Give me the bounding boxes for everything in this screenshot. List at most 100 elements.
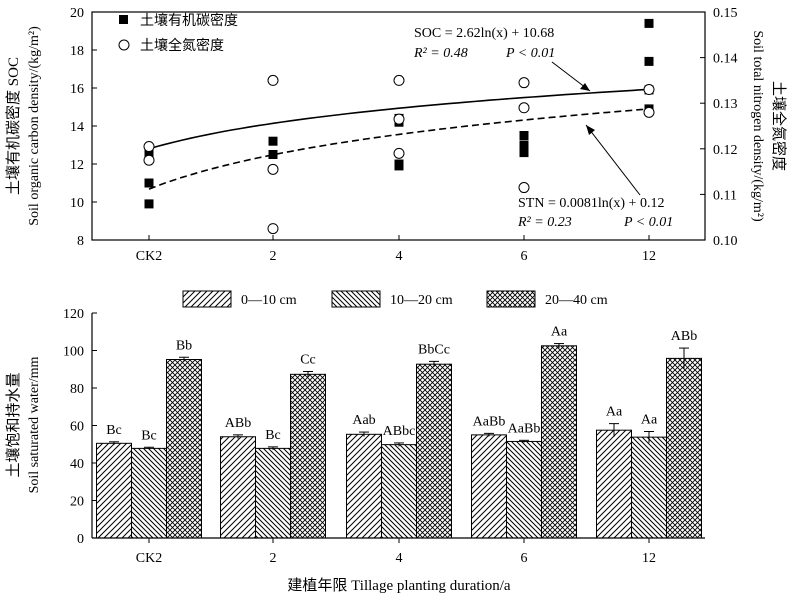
bar-x-tick-label: 4 — [396, 551, 403, 566]
bar-y-tick-label: 80 — [70, 382, 84, 397]
bar — [506, 440, 542, 539]
stn-p: P < 0.01 — [623, 215, 673, 230]
stn-point — [143, 141, 155, 153]
bar-y-axis-title-en: Soil saturated water/mm — [27, 356, 42, 493]
soc-arrow-head — [580, 83, 590, 91]
bar-y-axis-title: 土壤饱和持水量 Soil saturated water/mm — [4, 356, 42, 493]
bar-y-axis: 0 20 40 60 80 100 120 — [63, 307, 97, 547]
stn-fit-curve — [148, 88, 650, 150]
soc-point — [644, 56, 654, 66]
stn-point — [267, 223, 279, 235]
bar-y-axis-title-cn: 土壤饱和持水量 — [4, 372, 22, 477]
left-y-axis-title-cn: 土壤有机碳密度 SOC — [4, 57, 22, 195]
x-axis-top-panel: CK2 2 4 6 12 — [136, 235, 656, 264]
soc-fit-curve — [148, 108, 650, 190]
right-y-tick-label: 0.15 — [713, 6, 738, 21]
bar-x-tick-label: CK2 — [136, 551, 162, 566]
soc-p: P < 0.01 — [505, 46, 555, 61]
right-y-tick-label: 0.12 — [713, 143, 738, 158]
stn-point — [267, 74, 279, 86]
right-y-tick-label: 0.11 — [713, 188, 737, 203]
fit-curves — [148, 88, 650, 190]
soc-point — [644, 18, 654, 28]
x-tick-label: CK2 — [136, 249, 162, 264]
stn-point — [518, 77, 530, 89]
bar-x-tick-label: 6 — [521, 551, 528, 566]
soc-point — [519, 148, 529, 158]
bar — [96, 442, 132, 539]
left-y-tick-label: 12 — [70, 158, 84, 173]
left-y-tick-label: 20 — [70, 6, 84, 21]
stn-arrow-head — [586, 125, 595, 135]
bar-significance-label: AaBb — [508, 421, 541, 436]
bar-y-tick-label: 100 — [63, 345, 84, 360]
soc-r2: R² = 0.48 — [413, 46, 468, 61]
bar-x-axis-title: 建植年限 Tillage planting duration/a — [287, 577, 511, 594]
scatter-panel: 8 10 12 14 16 18 20 0.10 0.11 0.12 0.13 0.14 0.15 C… — [4, 6, 788, 264]
right-y-axis: 0.10 0.11 0.12 0.13 0.14 0.15 — [700, 6, 738, 249]
bar — [346, 433, 382, 539]
stn-point — [643, 106, 655, 118]
scatter-points — [143, 18, 655, 235]
bar-significance-label: Aab — [352, 413, 375, 428]
right-y-axis-title-en: Soil total nitrogen density/(kg/m²) — [750, 30, 765, 222]
right-y-tick-label: 0.10 — [713, 234, 738, 249]
bar — [471, 434, 507, 539]
x-tick-label: 4 — [396, 249, 403, 264]
left-y-tick-label: 10 — [70, 196, 84, 211]
left-y-axis-title-en: Soil organic carbon density/(kg/m²) — [27, 26, 42, 226]
bar — [290, 373, 326, 539]
soc-point — [268, 136, 278, 146]
bar — [220, 436, 256, 539]
soc-equation-annotation: SOC = 2.62ln(x) + 10.68 R² = 0.48 P < 0.… — [413, 26, 591, 92]
bar-significance-label: AaBb — [473, 414, 506, 429]
bar-legend: 0—10 cm 10—20 cm 20—40 cm — [182, 290, 608, 308]
bar-y-tick-label: 60 — [70, 420, 84, 435]
legend-label-stn: 土壤全氮密度 — [140, 37, 224, 54]
bar — [541, 345, 577, 539]
legend-marker-stn — [118, 39, 130, 51]
bar — [631, 436, 667, 539]
bar — [381, 444, 417, 539]
bar-y-tick-label: 40 — [70, 457, 84, 472]
legend-label-soc: 土壤有机碳密度 — [140, 12, 238, 29]
bar — [131, 447, 167, 539]
stn-point — [518, 182, 530, 194]
bar-x-tick-label: 12 — [642, 551, 656, 566]
x-tick-label: 6 — [521, 249, 528, 264]
scatter-legend: 土壤有机碳密度 土壤全氮密度 — [118, 12, 238, 54]
bar-significance-label: BbCc — [418, 342, 450, 357]
left-y-tick-label: 18 — [70, 44, 84, 59]
stn-point — [393, 113, 405, 125]
stn-point — [518, 102, 530, 114]
bar-significance-label: Aa — [606, 405, 623, 420]
bar-legend-swatch — [486, 290, 536, 308]
bar-y-tick-label: 0 — [77, 532, 84, 547]
bar — [255, 447, 291, 539]
soc-point — [144, 178, 154, 188]
bar-significance-label: Cc — [300, 353, 316, 368]
bar-significance-label: Bc — [106, 423, 122, 438]
soc-equation: SOC = 2.62ln(x) + 10.68 — [414, 26, 554, 41]
bar — [666, 357, 702, 539]
bar-legend-label: 0—10 cm — [241, 293, 297, 308]
left-y-axis: 8 10 12 14 16 18 20 — [70, 6, 97, 249]
bar-y-tick-label: 120 — [63, 307, 84, 322]
stn-point — [267, 163, 279, 175]
left-y-tick-label: 14 — [70, 120, 84, 135]
soc-point — [394, 161, 404, 171]
soc-point — [144, 199, 154, 209]
bar-legend-swatch — [182, 290, 232, 308]
bar — [166, 359, 202, 539]
bar — [596, 429, 632, 539]
bar-x-tick-label: 2 — [270, 551, 277, 566]
bar-significance-label: ABb — [671, 329, 697, 344]
stn-point — [393, 74, 405, 86]
right-y-tick-label: 0.14 — [713, 52, 738, 67]
bar-significance-label: Aa — [551, 325, 568, 340]
soc-point — [268, 150, 278, 159]
bar-significance-label: Bb — [176, 338, 192, 353]
